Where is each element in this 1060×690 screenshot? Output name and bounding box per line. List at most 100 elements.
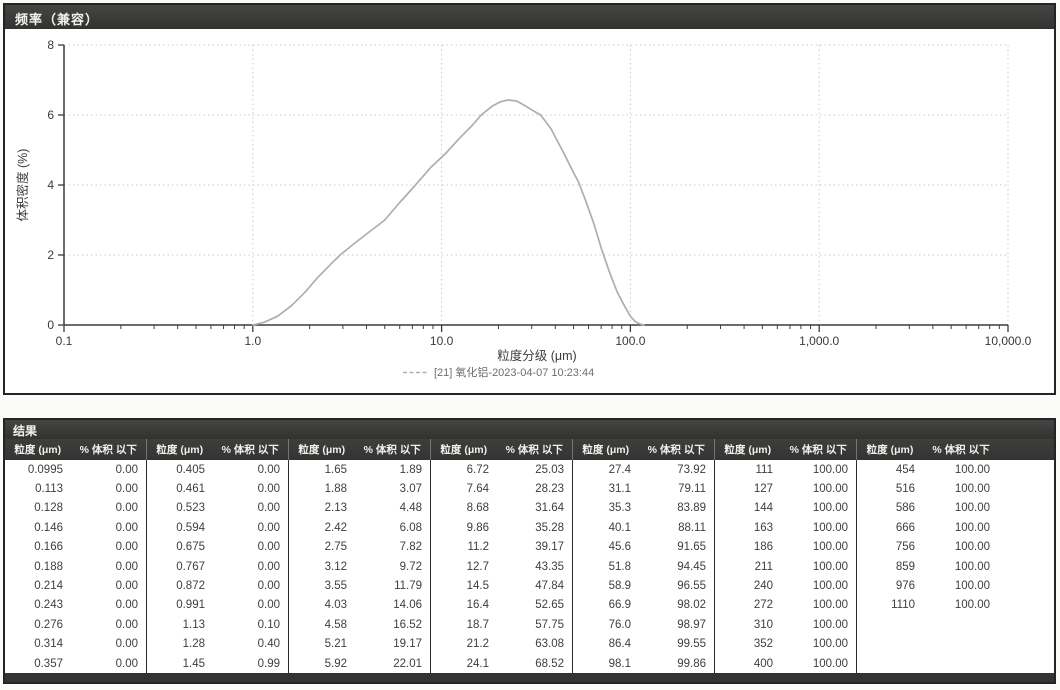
percent-below-value: 100.00 — [954, 502, 990, 515]
table-row: 0.128 0.00 — [5, 499, 146, 518]
percent-below-value: 94.45 — [677, 560, 706, 573]
table-row: 0.405 0.00 — [147, 460, 288, 479]
size-value: 310 — [753, 618, 773, 631]
size-value: 8.68 — [466, 502, 489, 515]
table-row: 12.7 43.35 — [431, 557, 572, 576]
table-row: 1.88 3.07 — [289, 479, 430, 498]
percent-below-value: 100.00 — [954, 599, 990, 612]
table-row: 0.314 0.00 — [5, 635, 146, 654]
size-value: 16.4 — [466, 599, 489, 612]
percent-below-value: 0.00 — [115, 483, 138, 496]
x-tick-label: 1.0 — [244, 334, 261, 348]
results-header-group: 粒度 (μm) % 体积 以下 — [5, 439, 147, 460]
size-value: 1.65 — [324, 463, 347, 476]
percent-below-value: 43.35 — [535, 560, 564, 573]
table-row: 0.357 0.00 — [5, 654, 146, 673]
table-row: 586 100.00 — [857, 499, 1054, 518]
table-row: 9.86 35.28 — [431, 518, 572, 537]
size-column-header: 粒度 (μm) — [724, 444, 772, 456]
size-value: 454 — [895, 463, 915, 476]
size-value: 3.12 — [324, 560, 347, 573]
percent-below-value: 100.00 — [954, 541, 990, 554]
size-value: 5.21 — [324, 638, 347, 651]
x-axis-title: 粒度分级 (μm) — [497, 348, 576, 363]
size-column-header: 粒度 (μm) — [866, 444, 914, 456]
results-column-group: 1.65 1.89 1.88 3.07 2.13 4.48 2.42 6.08 2.75 7.82… — [289, 460, 431, 673]
table-row: 0.146 0.00 — [5, 518, 146, 537]
percent-below-value: 0.00 — [257, 560, 280, 573]
results-panel: 结果 粒度 (μm) % 体积 以下 粒度 (μm) % 体积 以下 粒度 (μm) % … — [3, 418, 1056, 684]
results-header-group: 粒度 (μm) % 体积 以下 — [431, 439, 573, 460]
size-value: 18.7 — [466, 618, 489, 631]
y-axis-title: 体积密度 (%) — [15, 149, 30, 222]
percent-below-value: 35.28 — [535, 521, 564, 534]
percent-below-value: 16.52 — [393, 618, 422, 631]
percent-below-value: 0.00 — [257, 599, 280, 612]
size-value: 45.6 — [608, 541, 631, 554]
size-value: 0.113 — [35, 483, 63, 496]
size-value: 21.2 — [466, 638, 489, 651]
percent-below-column-header: % 体积 以下 — [647, 444, 705, 456]
table-row: 1110 100.00 — [857, 596, 1054, 615]
frequency-chart: 0 2 4 6 8 0.1 1.0 10.0 100.0 1,000.0 10,000.0 粒度分级 … — [5, 29, 1054, 393]
table-row: 400 100.00 — [715, 654, 856, 673]
size-value: 586 — [895, 502, 915, 515]
size-value: 976 — [895, 580, 915, 593]
percent-below-value: 99.86 — [677, 657, 706, 670]
size-value: 4.03 — [324, 599, 347, 612]
percent-below-value: 0.00 — [115, 541, 138, 554]
table-row: 0.523 0.00 — [147, 499, 288, 518]
size-value: 86.4 — [608, 638, 631, 651]
size-value: 0.146 — [34, 521, 63, 534]
percent-below-value: 0.00 — [257, 521, 280, 534]
table-row: 127 100.00 — [715, 479, 856, 498]
size-value: 1.28 — [182, 638, 205, 651]
percent-below-value: 100.00 — [954, 463, 990, 476]
table-row: 86.4 99.55 — [573, 635, 714, 654]
percent-below-value: 52.65 — [535, 599, 564, 612]
size-value: 0.405 — [176, 463, 205, 476]
table-row: 11.2 39.17 — [431, 538, 572, 557]
table-row: 3.12 9.72 — [289, 557, 430, 576]
table-row: 0.461 0.00 — [147, 479, 288, 498]
percent-below-value: 0.00 — [115, 580, 138, 593]
size-column-header: 粒度 (μm) — [156, 444, 204, 456]
chart-panel-title: 频率（兼容） — [5, 5, 1054, 29]
percent-below-value: 100.00 — [812, 618, 848, 631]
table-row: 40.1 88.11 — [573, 518, 714, 537]
size-value: 0.128 — [34, 502, 63, 515]
percent-below-value: 100.00 — [812, 521, 848, 534]
table-row: 454 100.00 — [857, 460, 1054, 479]
table-row: 0.214 0.00 — [5, 576, 146, 595]
size-value: 0.461 — [176, 483, 205, 496]
results-table: 0.0995 0.00 0.113 0.00 0.128 0.00 0.146 0.00 0.1… — [5, 460, 1054, 673]
table-row: 859 100.00 — [857, 557, 1054, 576]
size-value: 0.314 — [34, 638, 63, 651]
size-value: 0.276 — [34, 618, 63, 631]
table-row: 35.3 83.89 — [573, 499, 714, 518]
table-row: 2.75 7.82 — [289, 538, 430, 557]
size-value: 11.2 — [467, 541, 489, 554]
percent-below-value: 100.00 — [812, 638, 848, 651]
table-row: 24.1 68.52 — [431, 654, 572, 673]
table-row: 186 100.00 — [715, 538, 856, 557]
results-header-group: 粒度 (μm) % 体积 以下 — [573, 439, 715, 460]
percent-below-value: 0.00 — [257, 483, 280, 496]
size-value: 0.166 — [34, 541, 63, 554]
y-tick-label: 6 — [47, 108, 54, 122]
results-table-header: 粒度 (μm) % 体积 以下 粒度 (μm) % 体积 以下 粒度 (μm) % 体积 … — [5, 439, 1054, 460]
percent-below-value: 100.00 — [812, 541, 848, 554]
percent-below-value: 73.92 — [677, 463, 706, 476]
percent-below-value: 57.75 — [535, 618, 564, 631]
frequency-curve — [251, 99, 645, 326]
results-header-group: 粒度 (μm) % 体积 以下 — [289, 439, 431, 460]
table-row: 2.13 4.48 — [289, 499, 430, 518]
table-row: 0.594 0.00 — [147, 518, 288, 537]
percent-below-value: 0.00 — [115, 560, 138, 573]
size-value: 0.0995 — [27, 463, 63, 476]
percent-below-value: 3.07 — [399, 483, 422, 496]
percent-below-value: 0.00 — [115, 657, 138, 670]
size-value: 1.13 — [182, 618, 205, 631]
percent-below-value: 1.89 — [399, 463, 422, 476]
table-row: 98.1 99.86 — [573, 654, 714, 673]
